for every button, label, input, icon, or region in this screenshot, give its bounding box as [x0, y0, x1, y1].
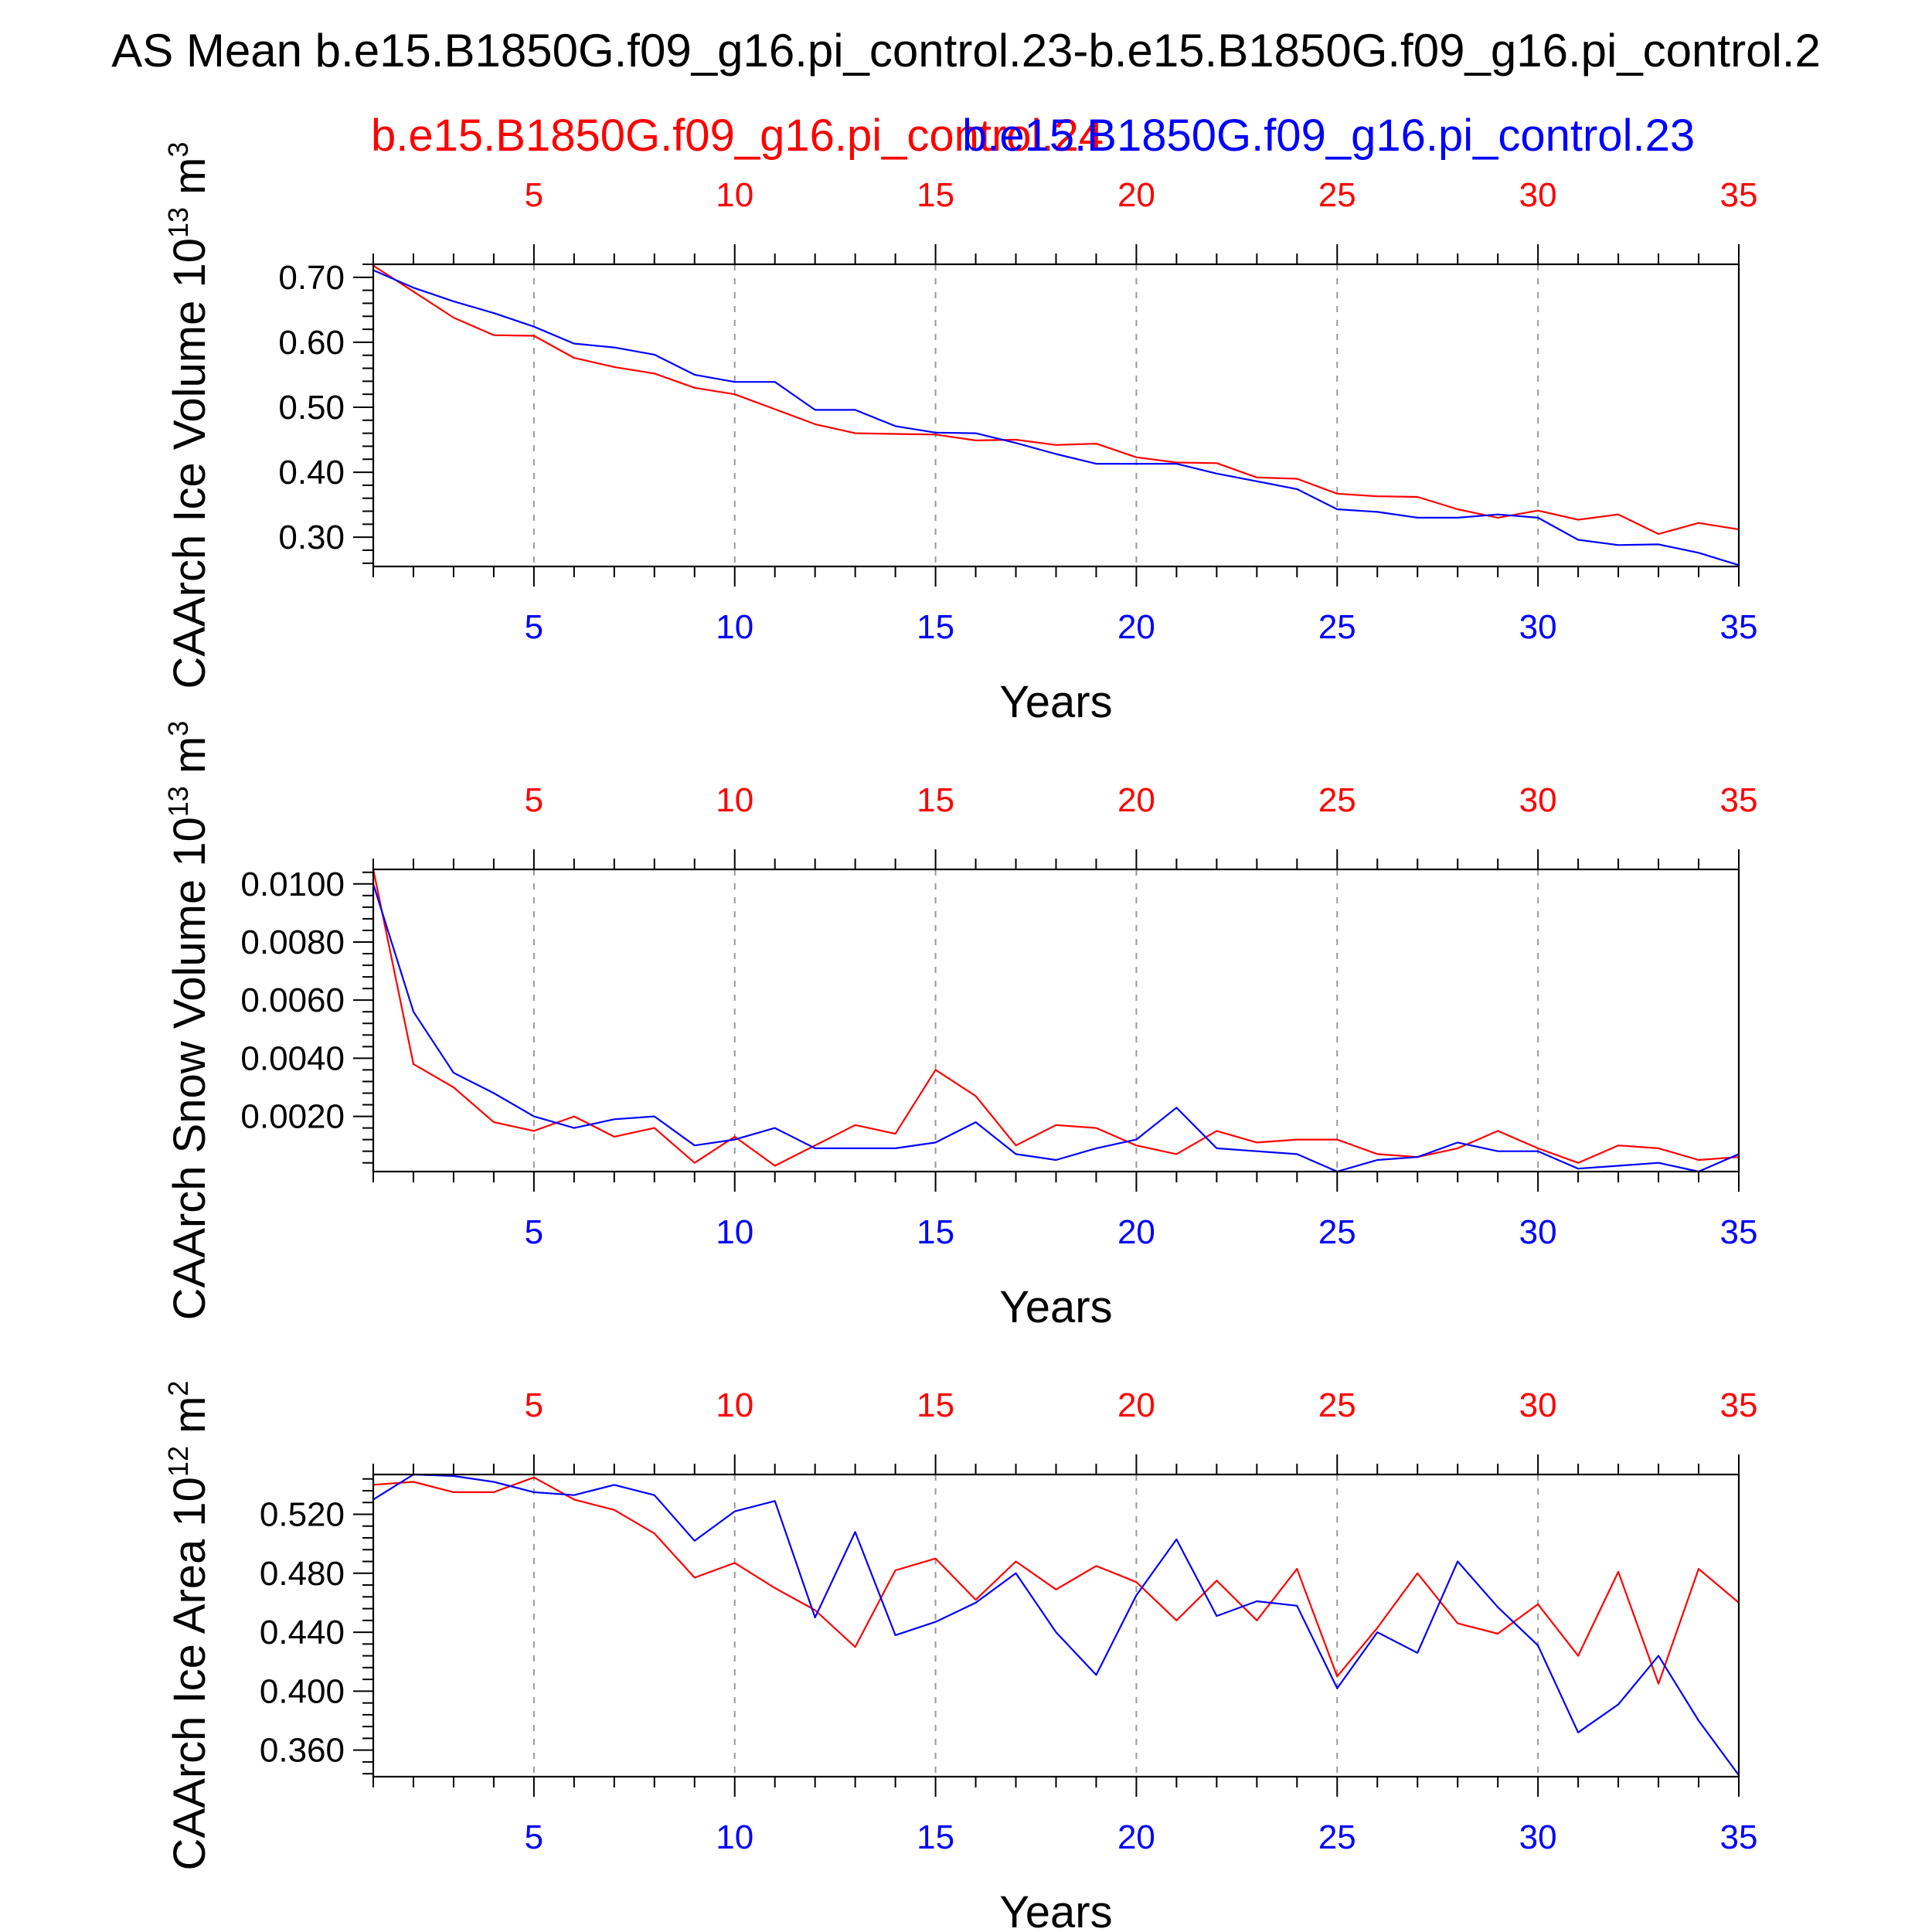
y-tick-label: 0.30	[278, 519, 345, 556]
x-tick-label-top: 5	[525, 1386, 543, 1424]
x-tick-label-bottom: 10	[716, 1818, 753, 1856]
y-axis-title: CAArch Ice Volume 1013 m3	[162, 141, 215, 689]
y-axis-title-ylabel-base: CAArch Snow Volume 10	[165, 817, 215, 1320]
y-axis-title: CAArch Ice Area 1012 m2	[162, 1381, 215, 1871]
x-tick-label-top: 15	[917, 176, 954, 214]
x-tick-label-top: 30	[1519, 1386, 1557, 1424]
y-axis-title-ylabel-unit-exp: 2	[162, 1381, 194, 1396]
x-tick-label-top: 15	[917, 1386, 954, 1424]
y-tick-label: 0.0100	[240, 866, 345, 903]
x-tick-label-bottom: 35	[1720, 1213, 1758, 1251]
x-tick-label-bottom: 10	[716, 1213, 753, 1251]
x-tick-label-bottom: 5	[525, 1213, 543, 1251]
x-tick-label-top: 35	[1720, 1386, 1758, 1424]
y-tick-label: 0.520	[260, 1495, 345, 1533]
series-line-red	[372, 869, 1740, 1167]
chart-panel-3: 5 5 10 10 15 15 20 20 25 25 30 30 35 35 0.360 0.400 0.44…	[162, 1381, 1757, 1932]
chart-panel-1: 5 5 10 10 15 15 20 20 25 25 30 30 35 35 0.30 0.40 0.50 0.…	[162, 141, 1757, 727]
y-axis-title-ylabel-exp: 12	[162, 1446, 194, 1477]
x-tick-label-top: 25	[1318, 1386, 1356, 1424]
x-tick-label-top: 20	[1117, 781, 1155, 819]
x-tick-label-top: 10	[716, 1386, 753, 1424]
x-tick-label-bottom: 5	[525, 608, 543, 646]
x-tick-label-top: 30	[1519, 781, 1557, 819]
y-tick-label: 0.0040	[240, 1039, 345, 1077]
y-axis-title-ylabel-exp: 13	[162, 786, 194, 817]
y-tick-label: 0.0060	[240, 981, 345, 1019]
series-line-red	[372, 1476, 1740, 1685]
x-tick-label-bottom: 35	[1720, 608, 1758, 646]
y-tick-label: 0.360	[260, 1732, 345, 1770]
legend-blue-label: b.e15.B1850G.f09_g16.pi_control.23	[962, 111, 1695, 161]
legend-red-label: b.e15.B1850G.f09_g16.pi_control.24	[371, 111, 1104, 161]
chart-panel-2: 5 5 10 10 15 15 20 20 25 25 30 30 35 35 0.0020 0.0040 0.…	[162, 721, 1757, 1332]
x-tick-label-top: 25	[1318, 176, 1356, 214]
y-tick-label: 0.0020	[240, 1098, 345, 1136]
y-axis-title-ylabel-unit: m	[165, 1396, 215, 1446]
plot-frame	[372, 1473, 1740, 1778]
x-tick-label-bottom: 25	[1318, 608, 1356, 646]
series-line-blue	[372, 269, 1740, 566]
figure-title: AS Mean b.e15.B1850G.f09_g16.pi_control.…	[111, 25, 1821, 77]
y-tick-label: 0.0080	[240, 923, 345, 961]
x-tick-label-bottom: 25	[1318, 1818, 1356, 1856]
y-tick-label: 0.440	[260, 1614, 345, 1651]
y-axis-title-ylabel-unit: m	[165, 736, 215, 786]
y-axis-title-ylabel-base: CAArch Ice Volume 10	[165, 238, 215, 689]
x-tick-label-bottom: 5	[525, 1818, 543, 1856]
series-line-red	[372, 264, 1740, 536]
y-axis-title-ylabel-unit-exp: 3	[162, 721, 194, 736]
y-tick-label: 0.60	[278, 324, 345, 362]
x-tick-label-bottom: 10	[716, 608, 753, 646]
x-tick-label-bottom: 20	[1117, 1818, 1155, 1856]
x-tick-label-bottom: 15	[917, 1818, 954, 1856]
y-tick-label: 0.480	[260, 1555, 345, 1593]
x-tick-label-top: 25	[1318, 781, 1356, 819]
y-tick-label: 0.400	[260, 1672, 345, 1710]
x-axis-title: Years	[999, 677, 1112, 727]
x-tick-label-top: 30	[1519, 176, 1557, 214]
x-tick-label-top: 10	[716, 781, 753, 819]
x-tick-label-bottom: 30	[1519, 1213, 1557, 1251]
x-tick-label-bottom: 15	[917, 608, 954, 646]
x-tick-label-bottom: 15	[917, 1213, 954, 1251]
y-axis-title: CAArch Snow Volume 1013 m3	[162, 721, 215, 1321]
x-tick-label-top: 10	[716, 176, 753, 214]
series-line-blue	[372, 1473, 1740, 1776]
x-tick-label-top: 20	[1117, 176, 1155, 214]
x-tick-label-bottom: 20	[1117, 608, 1155, 646]
plot-frame	[372, 868, 1740, 1173]
y-axis-title-ylabel-exp: 13	[162, 207, 194, 238]
x-tick-label-top: 5	[525, 176, 543, 214]
y-tick-label: 0.40	[278, 454, 345, 492]
x-tick-label-bottom: 20	[1117, 1213, 1155, 1251]
x-tick-label-top: 15	[917, 781, 954, 819]
y-axis-title-ylabel-base: CAArch Ice Area 10	[165, 1477, 215, 1870]
x-tick-label-top: 35	[1720, 176, 1758, 214]
x-tick-label-bottom: 35	[1720, 1818, 1758, 1856]
x-axis-title: Years	[999, 1887, 1112, 1932]
x-tick-label-top: 5	[525, 781, 543, 819]
plot-frame	[372, 263, 1740, 568]
y-tick-label: 0.50	[278, 389, 345, 427]
x-tick-label-top: 35	[1720, 781, 1758, 819]
x-tick-label-bottom: 25	[1318, 1213, 1356, 1251]
y-tick-label: 0.70	[278, 259, 345, 297]
x-tick-label-bottom: 30	[1519, 608, 1557, 646]
x-axis-title: Years	[999, 1282, 1112, 1332]
y-axis-title-ylabel-unit-exp: 3	[162, 141, 194, 157]
x-tick-label-top: 20	[1117, 1386, 1155, 1424]
y-axis-title-ylabel-unit: m	[165, 158, 215, 207]
x-tick-label-bottom: 30	[1519, 1818, 1557, 1856]
series-line-blue	[372, 883, 1740, 1173]
